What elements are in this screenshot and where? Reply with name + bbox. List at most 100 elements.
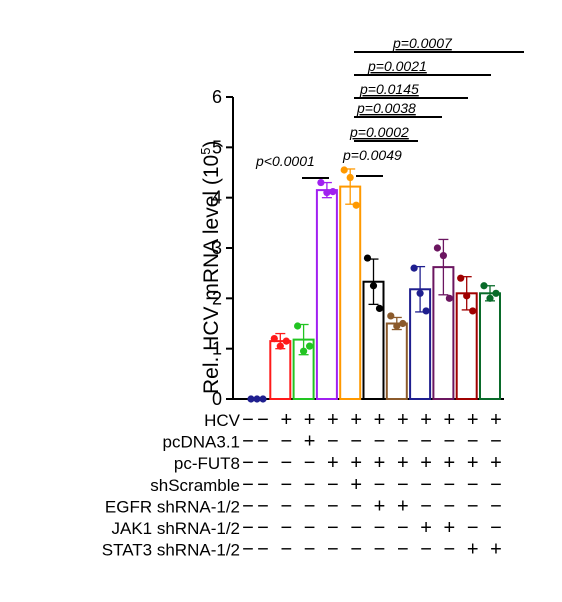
condition-sign: − (242, 517, 254, 539)
condition-sign: − (304, 517, 316, 539)
data-point (433, 244, 441, 252)
data-point (492, 289, 500, 297)
condition-sign: − (327, 495, 339, 517)
data-point (276, 342, 284, 350)
data-point (259, 395, 267, 403)
condition-sign: + (444, 452, 456, 474)
condition-sign: − (350, 431, 362, 453)
condition-sign: − (444, 495, 456, 517)
condition-table: HCV − − + + + + + + + + + +pcDNA3.1− − − + − − − − − − − −pc-FU… (102, 409, 502, 561)
y-tick-label: 0 (212, 389, 222, 409)
y-tick-label: 4 (212, 188, 222, 208)
condition-label: HCV (204, 411, 241, 430)
condition-sign: + (374, 495, 386, 517)
p-value-label: p=0.0021 (367, 58, 427, 74)
data-point (282, 337, 290, 345)
condition-sign: − (242, 474, 254, 496)
significance-annotations: p<0.0001 p=0.0049 p=0.0002 p=0.0038 p=0.0145… (255, 35, 524, 179)
data-point (422, 307, 430, 315)
condition-sign: − (397, 474, 409, 496)
y-tick-label: 1 (212, 339, 222, 359)
condition-sign: − (420, 474, 432, 496)
condition-sign: + (374, 409, 386, 431)
condition-sign: − (257, 452, 269, 474)
condition-sign: + (397, 409, 409, 431)
bar (269, 340, 292, 401)
condition-sign: − (350, 517, 362, 539)
condition-sign: − (242, 452, 254, 474)
condition-label: EGFR shRNA-1/2 (105, 497, 240, 516)
data-point (399, 319, 407, 328)
data-point (363, 254, 372, 262)
data-point (346, 173, 354, 182)
condition-label: JAK1 shRNA-1/2 (112, 519, 241, 538)
condition-sign: + (304, 409, 316, 431)
data-point (352, 201, 360, 209)
condition-sign: + (350, 409, 362, 431)
condition-sign: − (280, 431, 292, 453)
condition-sign: + (350, 452, 362, 474)
condition-sign: − (280, 539, 292, 561)
data-point (457, 274, 465, 282)
condition-sign: − (374, 517, 386, 539)
data-point (410, 264, 418, 272)
p-value-label: p<0.0001 (255, 153, 315, 169)
condition-sign: − (304, 495, 316, 517)
condition-sign: − (257, 539, 269, 561)
condition-sign: − (242, 409, 254, 431)
data-point (416, 289, 424, 297)
condition-sign: − (280, 474, 292, 496)
data-point (270, 335, 278, 343)
condition-sign: − (350, 495, 362, 517)
data-point (480, 282, 488, 290)
condition-label: STAT3 shRNA-1/2 (102, 541, 240, 560)
condition-sign: − (467, 431, 479, 453)
data-point (369, 282, 378, 290)
condition-sign: + (490, 409, 502, 431)
data-point (323, 189, 331, 197)
condition-sign: − (242, 431, 254, 453)
condition-sign: − (444, 539, 456, 561)
condition-sign: + (374, 452, 386, 474)
condition-sign: − (374, 431, 386, 453)
condition-label: shScramble (150, 476, 240, 495)
condition-sign: − (444, 431, 456, 453)
data-point (393, 322, 401, 330)
condition-sign: + (327, 409, 339, 431)
data-point (486, 294, 494, 302)
bar (479, 292, 501, 400)
condition-sign: − (420, 495, 432, 517)
p-value-label: p=0.0007 (392, 35, 453, 51)
condition-sign: + (350, 474, 362, 496)
condition-sign: + (490, 452, 502, 474)
condition-label: pcDNA3.1 (163, 433, 240, 452)
data-point (445, 294, 453, 302)
condition-sign: − (257, 495, 269, 517)
condition-sign: − (242, 495, 254, 517)
condition-sign: − (327, 517, 339, 539)
bar (385, 322, 408, 400)
data-point (439, 251, 447, 260)
condition-sign: − (397, 517, 409, 539)
condition-sign: − (467, 495, 479, 517)
condition-sign: + (280, 409, 292, 431)
condition-sign: − (280, 495, 292, 517)
condition-sign: + (397, 452, 409, 474)
condition-sign: + (397, 495, 409, 517)
condition-sign: − (420, 539, 432, 561)
condition-sign: − (304, 474, 316, 496)
condition-sign: − (444, 474, 456, 496)
condition-sign: + (490, 539, 502, 561)
condition-sign: + (327, 452, 339, 474)
y-tick-label: 2 (212, 288, 222, 308)
y-tick-label: 3 (212, 238, 222, 258)
data-point (294, 322, 302, 330)
condition-sign: − (397, 539, 409, 561)
y-axis-label: Rel. HCV mRNA level (105) (198, 141, 223, 394)
condition-sign: − (490, 495, 502, 517)
bar (315, 189, 338, 400)
data-point (463, 292, 471, 300)
condition-sign: − (420, 431, 432, 453)
condition-sign: + (420, 452, 432, 474)
